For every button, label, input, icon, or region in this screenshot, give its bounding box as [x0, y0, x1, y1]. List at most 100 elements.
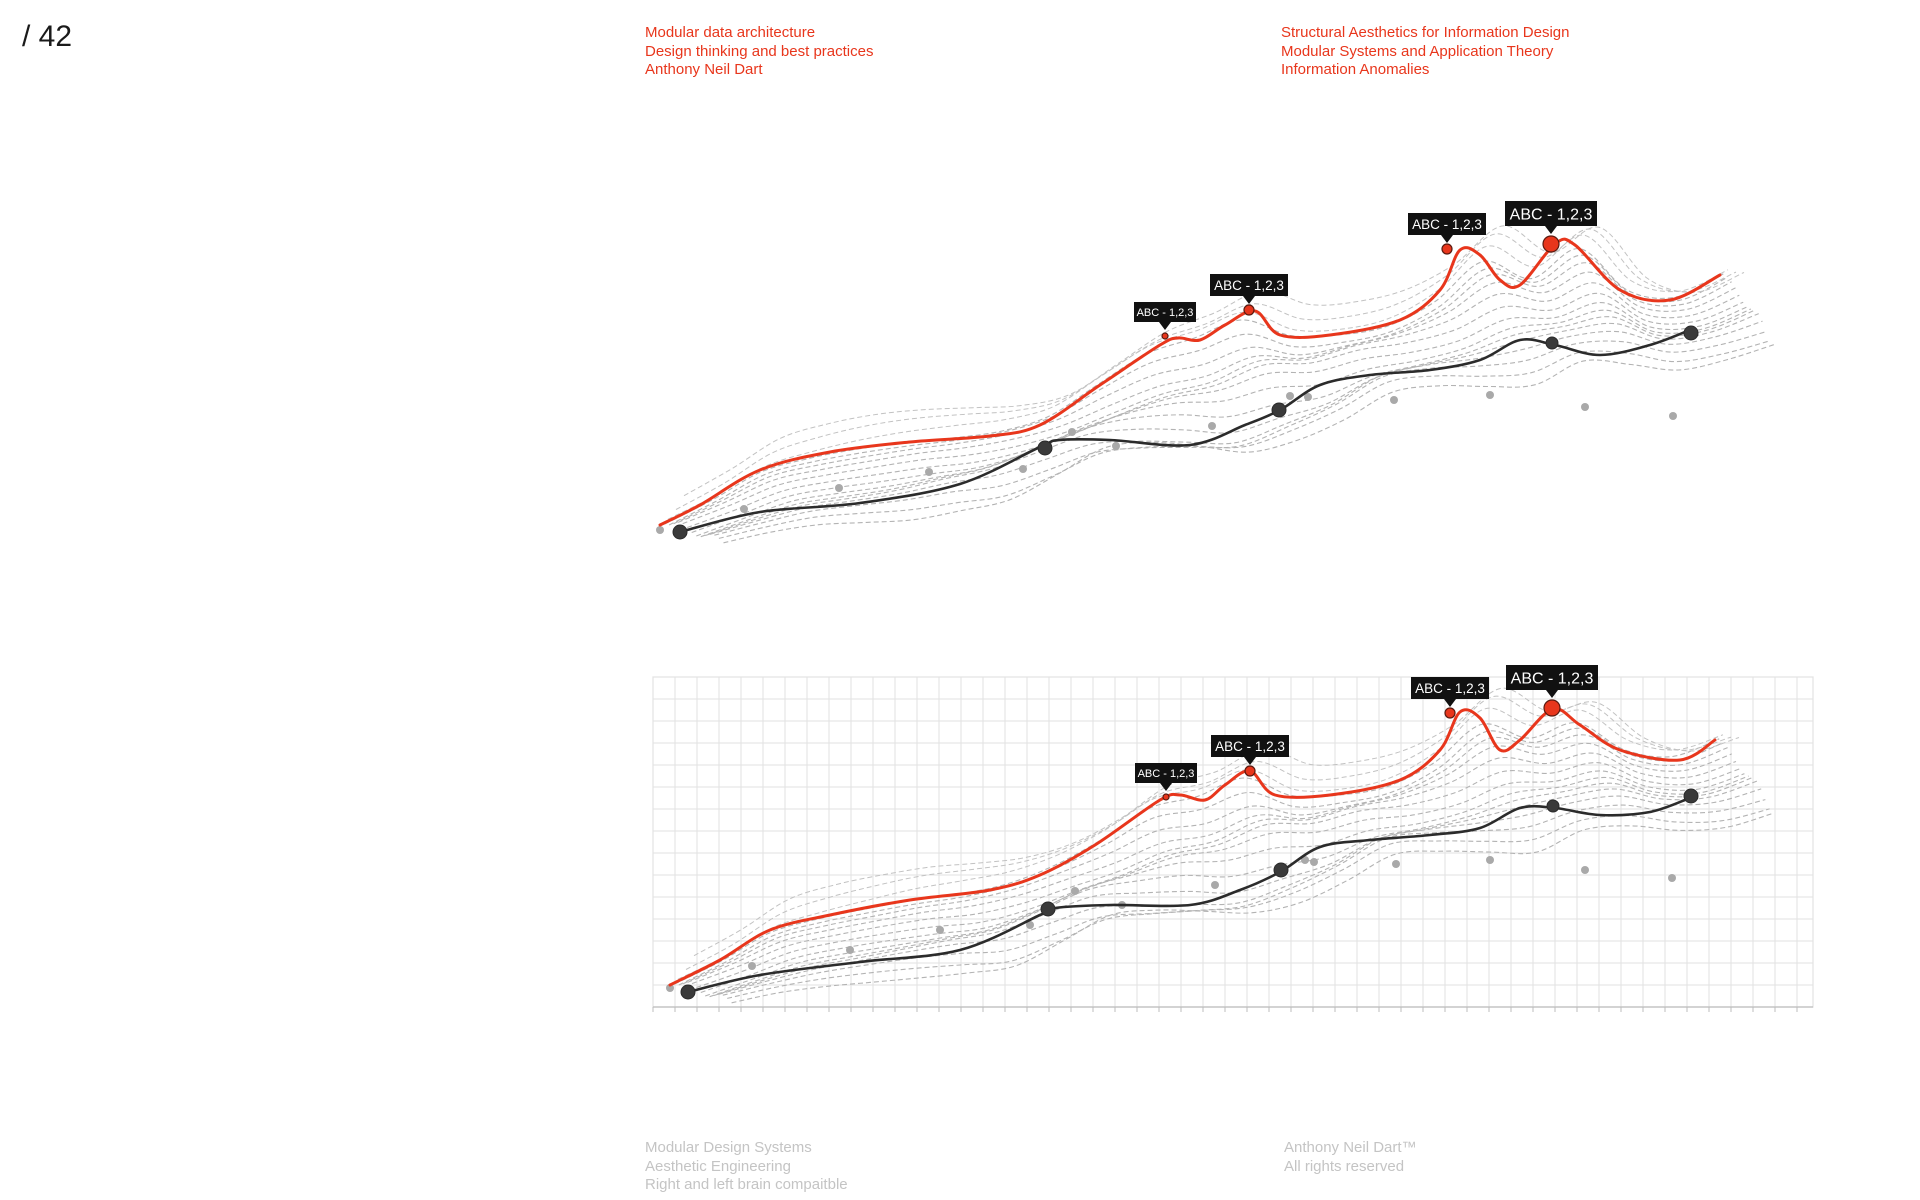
- contour-line: [664, 248, 1725, 525]
- contour-line: [682, 282, 1740, 525]
- secondary-point: [925, 468, 933, 476]
- highlight-point: [1243, 304, 1255, 316]
- secondary-point: [936, 926, 944, 934]
- header-right-line: Modular Systems and Application Theory: [1281, 42, 1554, 60]
- footer-left: Modular Design Systems Aesthetic Enginee…: [645, 1139, 848, 1195]
- secondary-point: [1211, 881, 1219, 889]
- highlight-point: [1161, 332, 1169, 340]
- contour-line: [723, 344, 1775, 544]
- highlight-point: [1444, 707, 1456, 719]
- secondary-points: [666, 856, 1676, 992]
- terrain-contour-lines: [674, 687, 1774, 1004]
- highlight-point: [1162, 793, 1170, 801]
- header-left-line: Anthony Neil Dart: [645, 61, 763, 78]
- annotation-box: [1408, 213, 1486, 235]
- terrain-contour-lines: [664, 225, 1775, 544]
- annotation-box: [1411, 677, 1489, 699]
- contour-line: [677, 707, 1724, 980]
- contour-line: [709, 320, 1763, 535]
- contour-line: [687, 292, 1744, 529]
- chart-grid: [652, 676, 1814, 1012]
- header-right-line: Information Anomalies: [1281, 61, 1430, 78]
- contour-line: [687, 742, 1732, 983]
- footer-left-line: Right and left brain compaitble: [645, 1176, 848, 1193]
- annotation-label: ABC - 1,2,3: [1415, 681, 1485, 696]
- annotation-box: [1135, 763, 1197, 783]
- secondary-point: [740, 505, 748, 513]
- annotation-tag: ABC - 1,2,3: [1134, 302, 1196, 330]
- secondary-point: [1019, 465, 1027, 473]
- secondary-point: [1208, 422, 1216, 430]
- annotation-pointer: [1244, 757, 1256, 765]
- footer-left-line: Modular Design Systems: [645, 1139, 812, 1156]
- header-left-line: Design thinking and best practices: [645, 42, 874, 60]
- annotation-tag: ABC - 1,2,3: [1211, 735, 1289, 765]
- primary-point: [680, 984, 696, 1000]
- primary-point: [1271, 402, 1287, 418]
- secondary-point: [1301, 856, 1309, 864]
- annotation-pointer: [1444, 699, 1456, 707]
- annotation-label: ABC - 1,2,3: [1137, 307, 1194, 319]
- header-left: Modular data architecture Design thinkin…: [645, 24, 873, 80]
- contour-line: [731, 812, 1774, 1004]
- contour-line: [696, 308, 1752, 537]
- annotation-tag: ABC - 1,2,3: [1505, 201, 1597, 234]
- contour-line: [700, 309, 1756, 538]
- annotation-label: ABC - 1,2,3: [1511, 670, 1594, 687]
- secondary-point: [1310, 858, 1318, 866]
- annotation-tag: ABC - 1,2,3: [1408, 213, 1486, 243]
- contour-line: [722, 799, 1766, 996]
- annotation-tag: ABC - 1,2,3: [1411, 677, 1489, 707]
- annotation-pointer: [1546, 690, 1558, 698]
- secondary-point: [1668, 874, 1676, 882]
- annotation-pointer: [1159, 322, 1171, 330]
- secondary-point: [1112, 442, 1120, 450]
- contour-line: [678, 727, 1724, 986]
- contour-line: [677, 271, 1736, 523]
- contour-line: [700, 770, 1745, 994]
- secondary-point: [1286, 392, 1294, 400]
- contour-line: [713, 780, 1758, 997]
- page-number: / 42: [22, 20, 73, 53]
- secondary-point: [1486, 391, 1494, 399]
- contour-line: [691, 752, 1737, 985]
- annotation-label: ABC - 1,2,3: [1214, 278, 1284, 293]
- annotation-pointer: [1545, 226, 1557, 234]
- header-right: Structural Aesthetics for Information De…: [1281, 24, 1569, 80]
- highlight-point: [1441, 243, 1453, 255]
- header-right-line: Structural Aesthetics for Information De…: [1281, 24, 1570, 41]
- annotation-label: ABC - 1,2,3: [1510, 206, 1593, 223]
- footer-left-line: Aesthetic Engineering: [645, 1157, 791, 1175]
- contour-line: [675, 228, 1737, 510]
- header-left-line: Modular data architecture: [645, 24, 816, 41]
- secondary-point: [1068, 428, 1076, 436]
- annotation-label: ABC - 1,2,3: [1412, 217, 1482, 232]
- annotation-box: [1210, 274, 1288, 296]
- secondary-point: [666, 984, 674, 992]
- contour-line: [718, 340, 1771, 539]
- annotation-tag: ABC - 1,2,3: [1135, 763, 1197, 791]
- contour-line: [668, 254, 1728, 526]
- annotation-box: [1211, 735, 1289, 757]
- secondary-point: [1581, 403, 1589, 411]
- annotation-tag: ABC - 1,2,3: [1506, 665, 1598, 698]
- secondary-point: [1392, 860, 1400, 868]
- primary-point: [1037, 440, 1053, 456]
- secondary-point: [1669, 412, 1677, 420]
- annotation-pointer: [1441, 235, 1453, 243]
- contour-line: [718, 788, 1762, 995]
- annotation-label: ABC - 1,2,3: [1138, 768, 1195, 780]
- contour-line: [714, 331, 1767, 536]
- secondary-point: [835, 484, 843, 492]
- footer-right-line: Anthony Neil Dart™: [1284, 1139, 1417, 1156]
- secondary-point: [846, 946, 854, 954]
- primary-point: [1546, 799, 1560, 813]
- contour-line: [691, 302, 1748, 534]
- primary-point: [1683, 325, 1699, 341]
- annotation-box: [1134, 302, 1196, 322]
- primary-point: [1273, 862, 1289, 878]
- annotation-pointer: [1243, 296, 1255, 304]
- secondary-point: [1026, 921, 1034, 929]
- highlight-point: [1542, 235, 1560, 253]
